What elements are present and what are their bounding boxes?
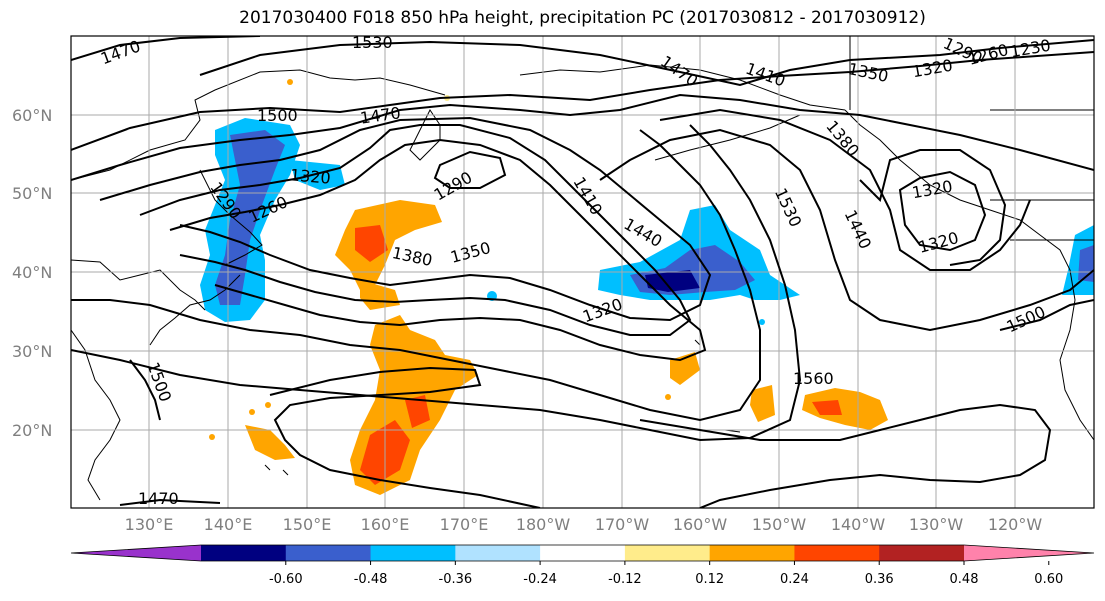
- lon-label-170e: 170°E: [440, 515, 489, 534]
- lbl-1320-w: 1320: [289, 165, 331, 187]
- colorbar-tick-label: -0.12: [608, 572, 642, 587]
- colorbar-extend-max: [964, 545, 1094, 561]
- colorbar-tick-label: -0.60: [269, 572, 303, 587]
- colorbar-swatch: [794, 545, 880, 561]
- map-border: [70, 35, 1095, 509]
- height-contours: [71, 36, 1094, 508]
- colorbar-extend-min: [71, 545, 201, 561]
- lat-label-20n: 20°N: [12, 421, 52, 440]
- colorbar-tick-label: 0.36: [865, 572, 894, 587]
- colorbar-swatch: [879, 545, 965, 561]
- colorbar-tick-label: 0.48: [950, 572, 979, 587]
- colorbar-outline: [70, 544, 1095, 562]
- colorbar-tick-label: 0.24: [780, 572, 809, 587]
- colorbar-swatch: [285, 545, 372, 561]
- lat-label-50n: 50°N: [12, 184, 52, 203]
- colorbar-swatch: [709, 545, 795, 561]
- lbl-1470-sw: 1470: [138, 489, 179, 508]
- lon-label-150e: 150°E: [283, 515, 332, 534]
- lon-label-160e: 160°E: [361, 515, 410, 534]
- lon-label-130e: 130°E: [125, 515, 174, 534]
- lon-label-170w: 170°W: [595, 515, 650, 534]
- colorbar-swatch: [540, 545, 626, 561]
- lat-label-60n: 60°N: [12, 106, 52, 125]
- colorbar-swatch: [201, 545, 287, 561]
- lon-label-180w: 180°W: [516, 515, 571, 534]
- colorbar-tick-label: -0.48: [354, 572, 388, 587]
- lon-label-150w: 150°W: [752, 515, 807, 534]
- lon-label-140e: 140°E: [204, 515, 253, 534]
- lat-label-40n: 40°N: [12, 263, 52, 282]
- latitude-labels: 60°N 50°N 40°N 30°N 20°N: [12, 106, 52, 440]
- lon-label-140w: 140°W: [831, 515, 886, 534]
- lon-label-120w: 120°W: [988, 515, 1043, 534]
- lat-label-30n: 30°N: [12, 342, 52, 361]
- gridlines: [71, 36, 1094, 508]
- lon-label-160w: 160°W: [673, 515, 728, 534]
- colorbar-tick-label: -0.36: [439, 572, 473, 587]
- colorbar-tick-label: 0.60: [1034, 572, 1063, 587]
- colorbar-tick-label: -0.24: [523, 572, 557, 587]
- colorbar-swatch: [624, 545, 711, 561]
- colorbar-swatch: [370, 545, 456, 561]
- lbl-1560: 1560: [793, 369, 834, 388]
- colorbar: -0.60 -0.48 -0.36 -0.24 -0.12 0.12 0.24 0.36 0.4…: [70, 544, 1095, 587]
- map-title: 2017030400 F018 850 hPa height, precipit…: [239, 8, 926, 28]
- colorbar-tick-label: 0.12: [695, 572, 724, 587]
- lbl-1530-n: 1530: [352, 33, 393, 52]
- lon-label-130w: 130°W: [909, 515, 964, 534]
- colorbar-swatch: [455, 545, 541, 561]
- longitude-labels: 130°E 140°E 150°E 160°E 170°E 180°W 170°…: [125, 515, 1043, 534]
- lbl-1500-w: 1500: [257, 106, 298, 125]
